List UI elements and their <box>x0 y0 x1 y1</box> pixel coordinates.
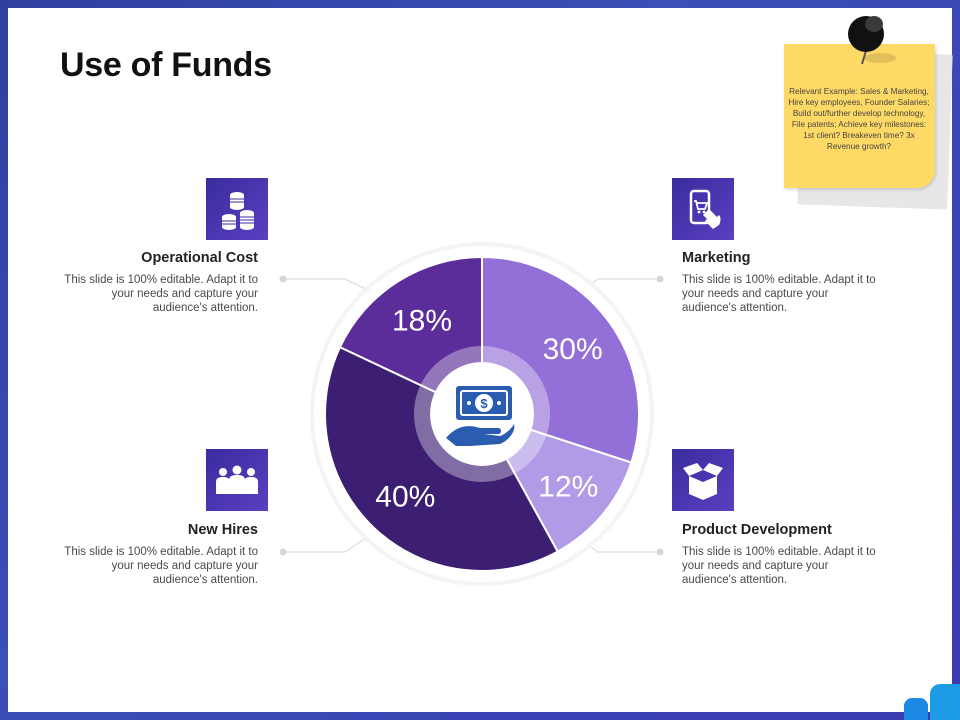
operational-cost-description: This slide is 100% editable. Adapt it to… <box>64 274 258 314</box>
new-hires-heading: New Hires <box>187 522 258 538</box>
slice-label-marketing: 30% <box>543 333 603 366</box>
sticky-note-text: Relevant Example: Sales & Marketing, Hir… <box>788 87 930 151</box>
operational-cost-icon-tile <box>206 178 268 240</box>
connector-dot-new-hires <box>279 548 287 556</box>
inner-ring-new-hires <box>413 385 515 483</box>
marketing-heading: Marketing <box>682 250 751 266</box>
connector-dot-marketing <box>656 275 664 283</box>
new-hires-icon-tile <box>206 449 268 511</box>
team-icon <box>216 465 258 494</box>
pushpin-icon <box>848 16 896 65</box>
slice-label-product-development: 12% <box>538 470 598 503</box>
svg-text:$: $ <box>480 396 488 411</box>
inner-ring-product-development <box>507 430 547 474</box>
product-development-description: This slide is 100% editable. Adapt it to… <box>682 546 876 586</box>
money-in-hand-icon: $ <box>446 386 515 446</box>
mobile-shopping-icon <box>689 189 721 229</box>
marketing-icon-tile <box>672 178 734 240</box>
inner-ring-marketing <box>482 346 550 436</box>
connector-operational-cost <box>283 278 373 293</box>
connector-new-hires <box>283 537 367 553</box>
corner-decoration <box>904 684 960 720</box>
open-box-icon <box>683 463 723 500</box>
sticky-note <box>784 44 935 188</box>
connector-dot-operational-cost <box>279 275 287 283</box>
new-hires-description: This slide is 100% editable. Adapt it to… <box>64 546 258 586</box>
slice-label-operational-cost: 18% <box>392 304 452 337</box>
inner-ring-operational-cost <box>420 346 482 392</box>
product-development-heading: Product Development <box>682 522 832 538</box>
coins-icon <box>222 192 254 230</box>
connector-dot-product-development <box>656 548 664 556</box>
connector-lines <box>279 275 664 556</box>
slice-label-new-hires: 40% <box>375 481 435 514</box>
product-development-icon-tile <box>672 449 734 511</box>
operational-cost-heading: Operational Cost <box>141 250 258 266</box>
slide-title: Use of Funds <box>60 46 272 84</box>
marketing-description: This slide is 100% editable. Adapt it to… <box>682 274 876 314</box>
